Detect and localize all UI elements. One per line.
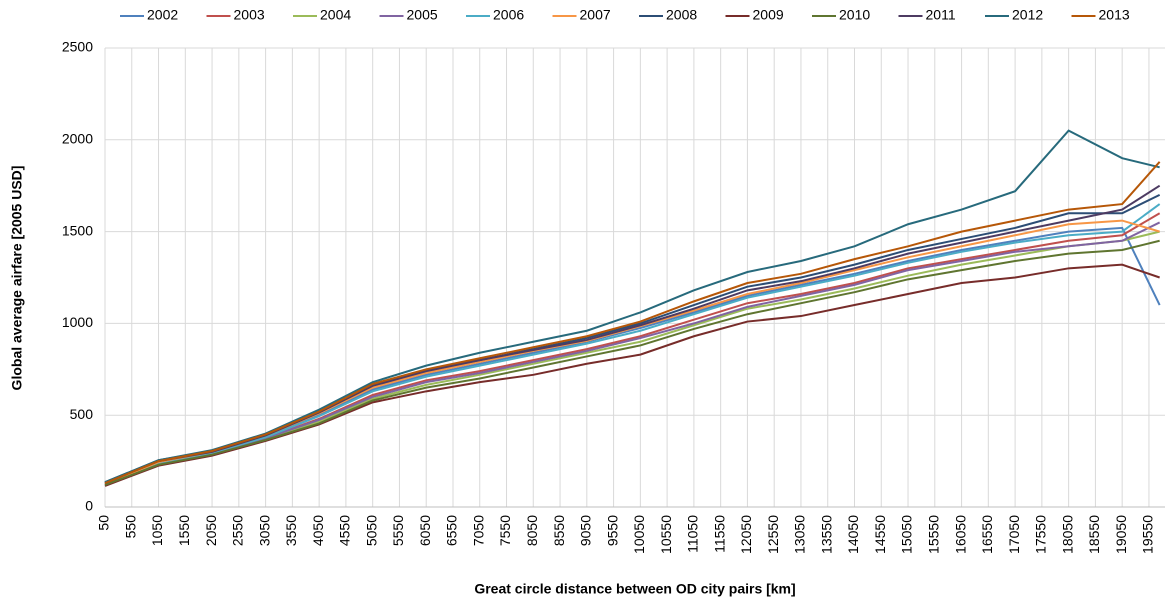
x-tick-label: 5550 (390, 515, 406, 546)
x-tick-label: 14050 (845, 515, 861, 554)
x-tick-label: 10050 (631, 515, 647, 554)
series-line (104, 221, 1161, 486)
x-tick-label: 13550 (818, 515, 834, 554)
x-axis-title: Great circle distance between OD city pa… (474, 581, 795, 597)
y-tick-label: 2500 (62, 39, 93, 55)
x-tick-label: 19550 (1140, 515, 1156, 554)
x-tick-label: 17550 (1033, 515, 1049, 554)
legend-label: 2006 (493, 7, 524, 23)
x-tick-label: 3550 (283, 515, 299, 546)
series-line (104, 129, 1160, 484)
series-line (104, 239, 1160, 486)
x-tick-label: 4550 (337, 515, 353, 546)
x-tick-label: 9050 (578, 515, 594, 546)
legend-label: 2008 (666, 7, 697, 23)
x-tick-label: 15050 (899, 515, 915, 554)
x-tick-label: 16550 (979, 515, 995, 554)
x-tick-label: 14550 (872, 515, 888, 554)
legend-label: 2004 (320, 7, 351, 23)
legend-label: 2010 (839, 7, 870, 23)
x-tick-label: 550 (122, 515, 138, 539)
x-tick-label: 15550 (926, 515, 942, 554)
y-tick-label: 0 (85, 498, 93, 514)
x-tick-label: 1550 (176, 515, 192, 546)
x-tick-label: 19050 (1113, 515, 1129, 554)
y-tick-label: 1000 (62, 314, 93, 330)
x-tick-label: 12550 (765, 515, 781, 554)
x-tick-label: 10550 (658, 515, 674, 554)
legend-label: 2005 (407, 7, 438, 23)
x-tick-label: 2050 (203, 515, 219, 546)
x-tick-label: 18050 (1059, 515, 1075, 554)
y-axis-title: Global average airfare [2005 USD] (9, 166, 25, 391)
y-tick-label: 500 (70, 406, 94, 422)
x-tick-label: 7550 (497, 515, 513, 546)
series-line (104, 230, 1160, 486)
x-tick-label: 2550 (230, 515, 246, 546)
x-tick-label: 11050 (685, 515, 701, 553)
x-tick-label: 17050 (1006, 515, 1022, 554)
x-tick-label: 9550 (604, 515, 620, 546)
x-tick-label: 13050 (792, 515, 808, 554)
series-line (104, 263, 1160, 487)
x-tick-label: 8550 (551, 515, 567, 546)
x-tick-label: 1050 (149, 515, 165, 546)
x-tick-label: 6550 (444, 515, 460, 546)
x-tick-label: 11550 (711, 515, 727, 553)
x-tick-label: 4050 (310, 515, 326, 546)
legend-label: 2012 (1012, 7, 1043, 23)
series-line (104, 203, 1161, 485)
x-tick-label: 3050 (256, 515, 272, 546)
x-tick-label: 6050 (417, 515, 433, 546)
legend-label: 2003 (234, 7, 265, 23)
x-tick-label: 7050 (470, 515, 486, 546)
legend-label: 2011 (926, 7, 956, 23)
x-tick-label: 16050 (952, 515, 968, 554)
legend-label: 2009 (753, 7, 784, 23)
x-tick-label: 18550 (1086, 515, 1102, 554)
x-tick-label: 50 (96, 515, 112, 531)
legend-label: 2013 (1099, 7, 1130, 23)
y-tick-label: 1500 (62, 222, 93, 238)
legend-label: 2002 (147, 7, 178, 23)
x-tick-label: 8050 (524, 515, 540, 546)
legend-label: 2007 (580, 7, 611, 23)
x-tick-label: 12050 (738, 515, 754, 554)
y-tick-label: 2000 (62, 131, 93, 147)
x-tick-label: 5050 (363, 515, 379, 546)
series-line (104, 219, 1160, 485)
series-line (104, 161, 1161, 485)
